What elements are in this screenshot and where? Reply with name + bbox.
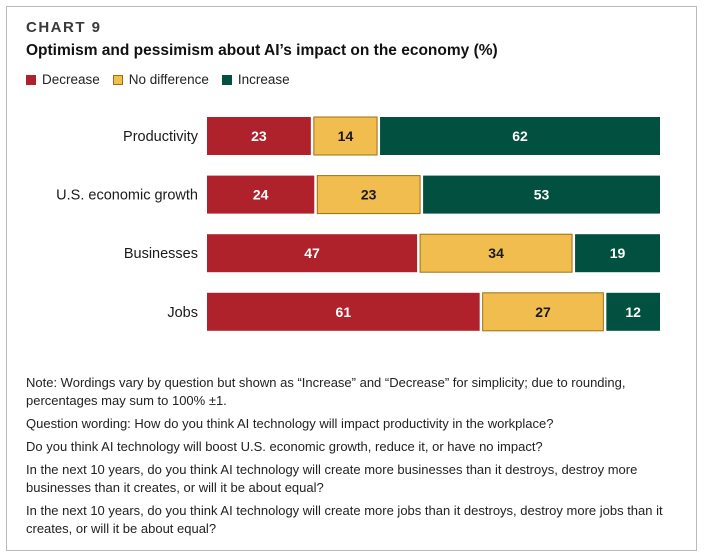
bar-jobs-increase [606, 292, 660, 331]
value-label-businesses-increase: 19 [610, 245, 626, 261]
legend: Decrease No difference Increase [26, 72, 303, 87]
category-label-u-s-economic-growth: U.S. economic growth [56, 188, 198, 204]
note-question-productivity: Question wording: How do you think AI te… [26, 416, 554, 431]
chart-number-label: CHART 9 [26, 19, 102, 36]
legend-item-decrease: Decrease [26, 72, 100, 87]
stacked-bar-chart: Productivity 23 14 62 U.S. economic growth 24… [56, 116, 660, 332]
legend-label-decrease: Decrease [42, 72, 100, 87]
value-label-u-s-economic-growth-increase: 53 [534, 187, 550, 203]
legend-swatch-no-difference [112, 74, 123, 85]
bar-businesses-increase [575, 234, 660, 273]
category-label-businesses: Businesses [124, 246, 198, 262]
legend-swatch-decrease [26, 74, 36, 85]
value-label-businesses-no-difference: 34 [488, 245, 504, 261]
category-label-productivity: Productivity [123, 129, 199, 145]
value-label-businesses-decrease: 47 [304, 245, 320, 261]
value-label-jobs-decrease: 61 [336, 304, 352, 320]
bar-jobs-no-difference [482, 292, 604, 332]
bar-productivity-no-difference [313, 116, 378, 156]
legend-label-increase: Increase [237, 72, 290, 87]
note-question-businesses: In the next 10 years, do you think AI te… [26, 462, 638, 495]
value-label-productivity-decrease: 23 [251, 128, 267, 144]
legend-item-increase: Increase [221, 72, 290, 87]
chart-frame [6, 6, 697, 551]
category-label-jobs: Jobs [167, 305, 198, 321]
bar-u-s-economic-growth-increase [423, 175, 660, 214]
value-label-productivity-no-difference: 14 [338, 128, 354, 144]
note-rounding: Note: Wordings vary by question but show… [26, 375, 626, 408]
bar-businesses-decrease [207, 234, 418, 273]
value-label-jobs-no-difference: 27 [535, 304, 551, 320]
legend-item-no-difference: No difference [112, 72, 209, 87]
value-label-u-s-economic-growth-no-difference: 23 [361, 187, 377, 203]
value-label-productivity-increase: 62 [512, 128, 528, 144]
legend-swatch-increase [221, 74, 232, 85]
bar-u-s-economic-growth-decrease [207, 175, 315, 214]
bar-productivity-increase [380, 117, 660, 155]
value-label-jobs-increase: 12 [625, 304, 641, 320]
value-label-u-s-economic-growth-decrease: 24 [253, 187, 269, 203]
bar-productivity-decrease [207, 117, 311, 155]
note-question-jobs: In the next 10 years, do you think AI te… [26, 503, 663, 536]
bar-u-s-economic-growth-no-difference [316, 175, 421, 215]
legend-label-no-difference: No difference [128, 72, 209, 87]
notes: Note: Wordings vary by question but show… [26, 374, 676, 543]
bar-jobs-decrease [207, 292, 480, 331]
chart-title: Optimism and pessimism about AI’s impact… [26, 42, 498, 59]
bar-businesses-no-difference [419, 233, 573, 273]
note-question-growth: Do you think AI technology will boost U.… [26, 439, 543, 454]
